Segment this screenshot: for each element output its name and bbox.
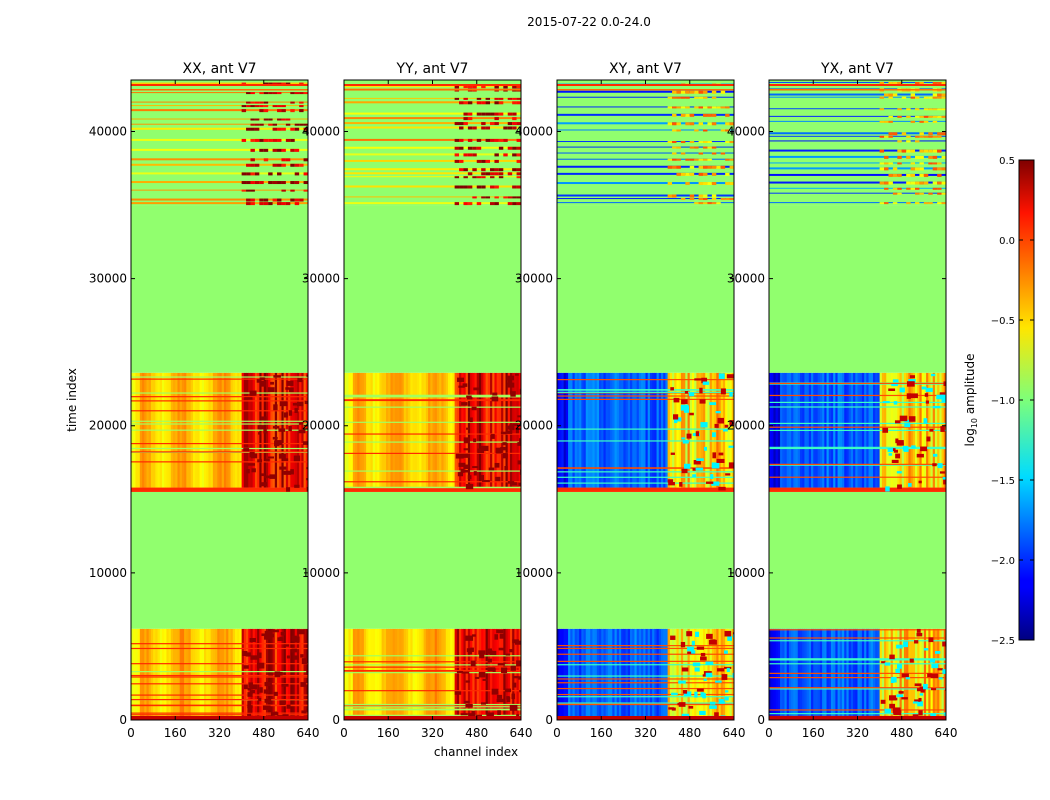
masked-region (557, 205, 734, 373)
y-tick-label: 20000 (727, 419, 765, 433)
heatmap-image (557, 80, 734, 720)
y-tick-label: 20000 (302, 419, 340, 433)
y-tick-label: 30000 (89, 272, 127, 286)
y-tick-label: 40000 (302, 124, 340, 138)
x-tick-label: 0 (553, 726, 561, 740)
colorbar-tick-label: 0.5 (999, 156, 1015, 167)
colorbar-tick-label: 0.0 (999, 236, 1015, 247)
masked-region (769, 491, 946, 629)
y-tick-label: 10000 (89, 566, 127, 580)
colorbar-tick-label: −2.5 (991, 636, 1015, 647)
colorbar-tick-label: −0.5 (991, 316, 1015, 327)
x-tick-label: 640 (935, 726, 958, 740)
x-tick-label: 160 (802, 726, 825, 740)
masked-region (557, 491, 734, 629)
x-tick-label: 480 (678, 726, 701, 740)
y-axis-label: time index (65, 368, 79, 432)
x-tick-label: 0 (340, 726, 348, 740)
x-tick-label: 320 (421, 726, 444, 740)
heatmap-image (769, 80, 946, 720)
y-tick-label: 30000 (515, 272, 553, 286)
colorbar-tick-label: −2.0 (991, 556, 1015, 567)
y-tick-label: 0 (119, 713, 127, 727)
heatmap-image (131, 80, 308, 720)
flag-band (344, 487, 521, 492)
flag-band (557, 487, 734, 492)
colorbar-label-base: log (963, 428, 977, 446)
panel-yx: YX, ant V7 0 160 320 480 640 0 10000 20000 30000 4… (727, 61, 958, 740)
y-tick-label: 20000 (515, 419, 553, 433)
colorbar-label: log10 amplitude (963, 354, 979, 447)
y-tick-label: 10000 (302, 566, 340, 580)
x-tick-label: 160 (377, 726, 400, 740)
y-tick-label: 20000 (89, 419, 127, 433)
masked-region (344, 80, 521, 206)
colorbar-label-rest: amplitude (963, 354, 977, 418)
y-tick-label: 30000 (727, 272, 765, 286)
masked-region (769, 205, 946, 373)
colorbar-label-sub: 10 (970, 418, 979, 428)
x-tick-label: 480 (890, 726, 913, 740)
masked-region (131, 491, 308, 629)
y-tick-label: 40000 (727, 124, 765, 138)
panel-title: XX, ant V7 (183, 61, 257, 77)
masked-region (131, 205, 308, 373)
y-tick-label: 10000 (727, 566, 765, 580)
x-tick-label: 0 (127, 726, 135, 740)
flag-band (131, 487, 308, 492)
x-tick-label: 640 (510, 726, 533, 740)
flag-band (769, 487, 946, 492)
x-axis-label: channel index (434, 745, 518, 759)
masked-region (131, 80, 308, 206)
colorbar-tick-label: −1.0 (991, 396, 1015, 407)
panel-yy: YY, ant V7 0 160 320 480 640 0 10000 20000 30000 4… (302, 61, 533, 740)
y-tick-label: 0 (757, 713, 765, 727)
y-tick-label: 30000 (302, 272, 340, 286)
x-tick-label: 320 (846, 726, 869, 740)
x-tick-label: 160 (590, 726, 613, 740)
masked-region (344, 205, 521, 373)
x-tick-label: 480 (465, 726, 488, 740)
panel-xx: XX, ant V7 0 160 320 480 640 0 10000 20000 30000 4… (89, 61, 320, 740)
y-tick-label: 0 (332, 713, 340, 727)
x-tick-label: 640 (297, 726, 320, 740)
y-tick-label: 0 (545, 713, 553, 727)
panel-title: YY, ant V7 (396, 61, 469, 77)
panel-title: XY, ant V7 (609, 61, 682, 77)
y-tick-label: 40000 (89, 124, 127, 138)
x-tick-label: 320 (208, 726, 231, 740)
y-tick-label: 40000 (515, 124, 553, 138)
y-tick-label: 10000 (515, 566, 553, 580)
masked-region (344, 491, 521, 629)
panel-xy: XY, ant V7 0 160 320 480 640 0 10000 20000 30000 4… (515, 61, 746, 740)
masked-region (769, 80, 946, 206)
x-tick-label: 0 (765, 726, 773, 740)
x-tick-label: 640 (723, 726, 746, 740)
x-tick-label: 320 (634, 726, 657, 740)
x-tick-label: 480 (252, 726, 275, 740)
figure-suptitle: 2015-07-22 0.0-24.0 (527, 15, 651, 29)
colorbar: 0.5 0.0 −0.5 −1.0 −1.5 −2.0 −2.5 log10 amplitu… (963, 156, 1035, 647)
colorbar-tick-label: −1.5 (991, 476, 1015, 487)
x-tick-label: 160 (164, 726, 187, 740)
heatmap-image (344, 80, 521, 720)
panel-title: YX, ant V7 (820, 61, 894, 77)
